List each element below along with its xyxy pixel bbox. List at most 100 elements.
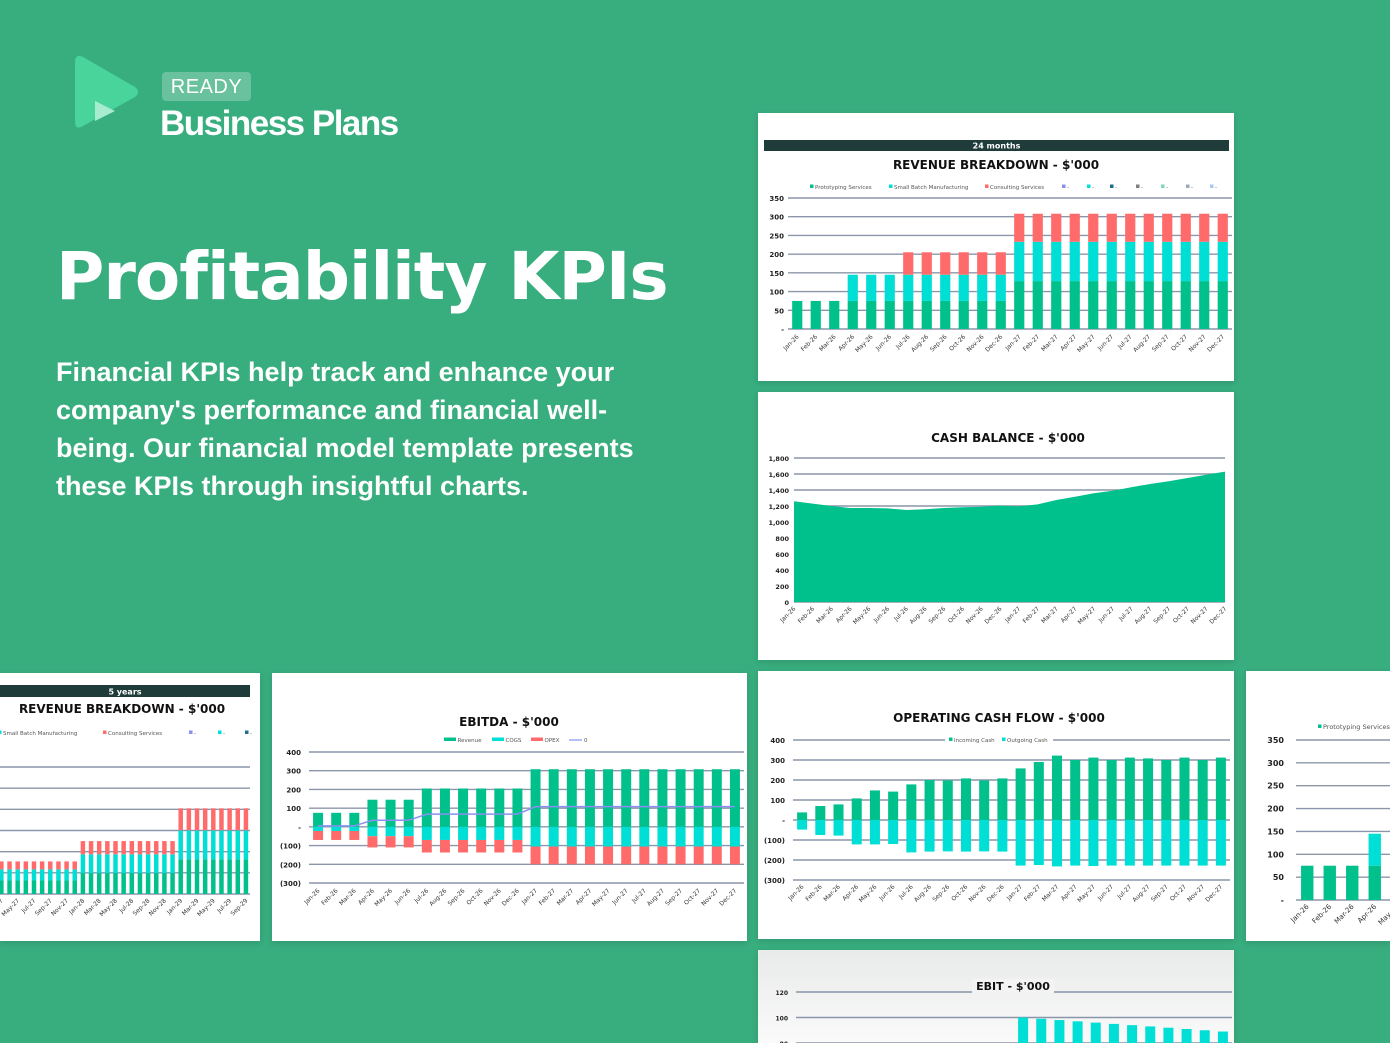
x-tick-label: Jun-27 [1096,883,1115,902]
bar-revenue [331,812,342,827]
bar-cogs [476,826,487,840]
legend-label: - [250,731,252,737]
bar-revenue [494,788,505,827]
bar-prototyping-services [23,880,29,894]
y-tick-label: 1,400 [768,487,789,495]
x-tick-label: Sep-27 [1152,605,1172,625]
legend-swatch [1110,184,1114,188]
bar-consulting-services [7,861,12,870]
bar-consulting-services [1088,213,1099,242]
chart-title: CASH BALANCE - $'000 [931,431,1085,445]
y-tick-label: 1,000 [768,519,789,527]
bar-prototyping-services [235,859,241,894]
y-tick-label: 200 [1267,805,1284,814]
bar-outgoing-cash [906,820,917,853]
bar-cogs [657,826,668,847]
bar-small-batch-manufacturing [1162,241,1173,282]
legend-swatch [949,737,953,741]
x-tick-label: May-26 [1377,902,1390,926]
y-tick-label: - [1281,896,1284,905]
bar-consulting-services [940,252,951,275]
x-tick-label: Oct-26 [950,883,969,902]
y-tick-label: 50 [1273,873,1285,882]
bar-revenue [548,769,559,827]
bar-value [1127,1025,1138,1043]
x-tick-label: Nov-26 [966,333,986,353]
x-tick-label: Sep-26 [931,883,951,903]
bar-outgoing-cash [1088,820,1099,866]
x-tick-label: Nov-27 [1190,605,1210,625]
bar-cogs [385,826,396,837]
bar-consulting-services [1180,213,1191,242]
bar-value [1145,1026,1156,1043]
bar-revenue [476,788,487,827]
x-tick-label: Feb-27 [1022,333,1042,353]
bar-small-batch-manufacturing [243,830,249,860]
bar-prototyping-services [15,880,20,894]
bar-opex [313,830,324,840]
x-tick-label: Oct-27 [1172,605,1191,624]
bar-consulting-services [227,808,232,831]
bar-incoming-cash [960,778,971,820]
bar-value [1181,1028,1192,1043]
bar-small-batch-manufacturing [1088,241,1099,282]
bar-value [1036,1018,1047,1043]
bar-consulting-services [903,252,914,275]
x-tick-label: Mar-27 [1040,333,1060,353]
bar-revenue [458,788,469,827]
bar-incoming-cash [1088,757,1099,820]
bar-incoming-cash [1215,757,1226,820]
x-tick-label: Jun-27 [1097,605,1116,624]
bar-prototyping-services [829,300,840,329]
bar-opex [385,836,396,848]
bar-opex [331,830,342,840]
bar-prototyping-services [1199,281,1210,329]
bar-small-batch-manufacturing [7,869,12,881]
bar-value [1163,1027,1174,1043]
bar-outgoing-cash [1106,820,1117,866]
legend-label: - [1115,185,1117,191]
bar-consulting-services [23,861,29,870]
legend-label: - [1215,185,1217,191]
bar-outgoing-cash [979,820,990,852]
y-tick-label: 350 [1267,736,1284,745]
bar-prototyping-services [1051,281,1062,329]
bar-cogs [548,826,559,847]
bar-cogs [693,826,704,847]
x-tick-label: Jan-27 [1005,883,1024,902]
x-tick-label: Aug-27 [1133,605,1153,625]
bar-incoming-cash [1161,760,1172,820]
bar-small-batch-manufacturing [23,869,29,881]
bar-incoming-cash [1106,760,1117,820]
x-tick-label: Dec-27 [1208,605,1228,625]
bar-small-batch-manufacturing [227,830,232,860]
bar-outgoing-cash [960,820,971,852]
bar-small-batch-manufacturing [72,869,77,881]
bar-prototyping-services [1125,281,1136,329]
x-tick-label: Jan-26 [786,883,805,902]
y-tick-label: 100 [770,797,785,805]
bar-consulting-services [1051,213,1062,242]
bar-prototyping-services [162,873,167,894]
legend-label: - [1092,185,1094,191]
legend-swatch [245,730,249,734]
bar-value [1018,1017,1029,1043]
operating-cash-flow-chart-panel: (300) (200) (100) - 100 200 300 400 Jan-26 Feb-26… [758,671,1234,939]
x-tick-label: Nov-27 [700,887,720,907]
legend-swatch [985,184,989,188]
bar-cogs [530,826,541,847]
bar-small-batch-manufacturing [866,274,877,301]
legend-label: Small Batch Manufacturing [894,185,968,191]
bar-cogs [566,826,577,847]
bar-outgoing-cash [851,820,862,845]
cash-balance-chart-panel: 0 200 400 600 800 1,000 1,200 1,400 1,600 1,800 Ja… [758,392,1234,660]
x-tick-label: Oct-27 [1170,333,1189,352]
chart-title: OPERATING CASH FLOW - $'000 [893,711,1105,725]
legend-swatch [189,730,193,734]
bar-consulting-services [1069,213,1080,242]
bar-small-batch-manufacturing [977,274,988,301]
x-tick-label: Nov-27 [1188,333,1208,353]
bar-incoming-cash [906,784,917,820]
x-tick-label: Jun-27 [610,887,629,906]
bar-incoming-cash [888,791,899,820]
